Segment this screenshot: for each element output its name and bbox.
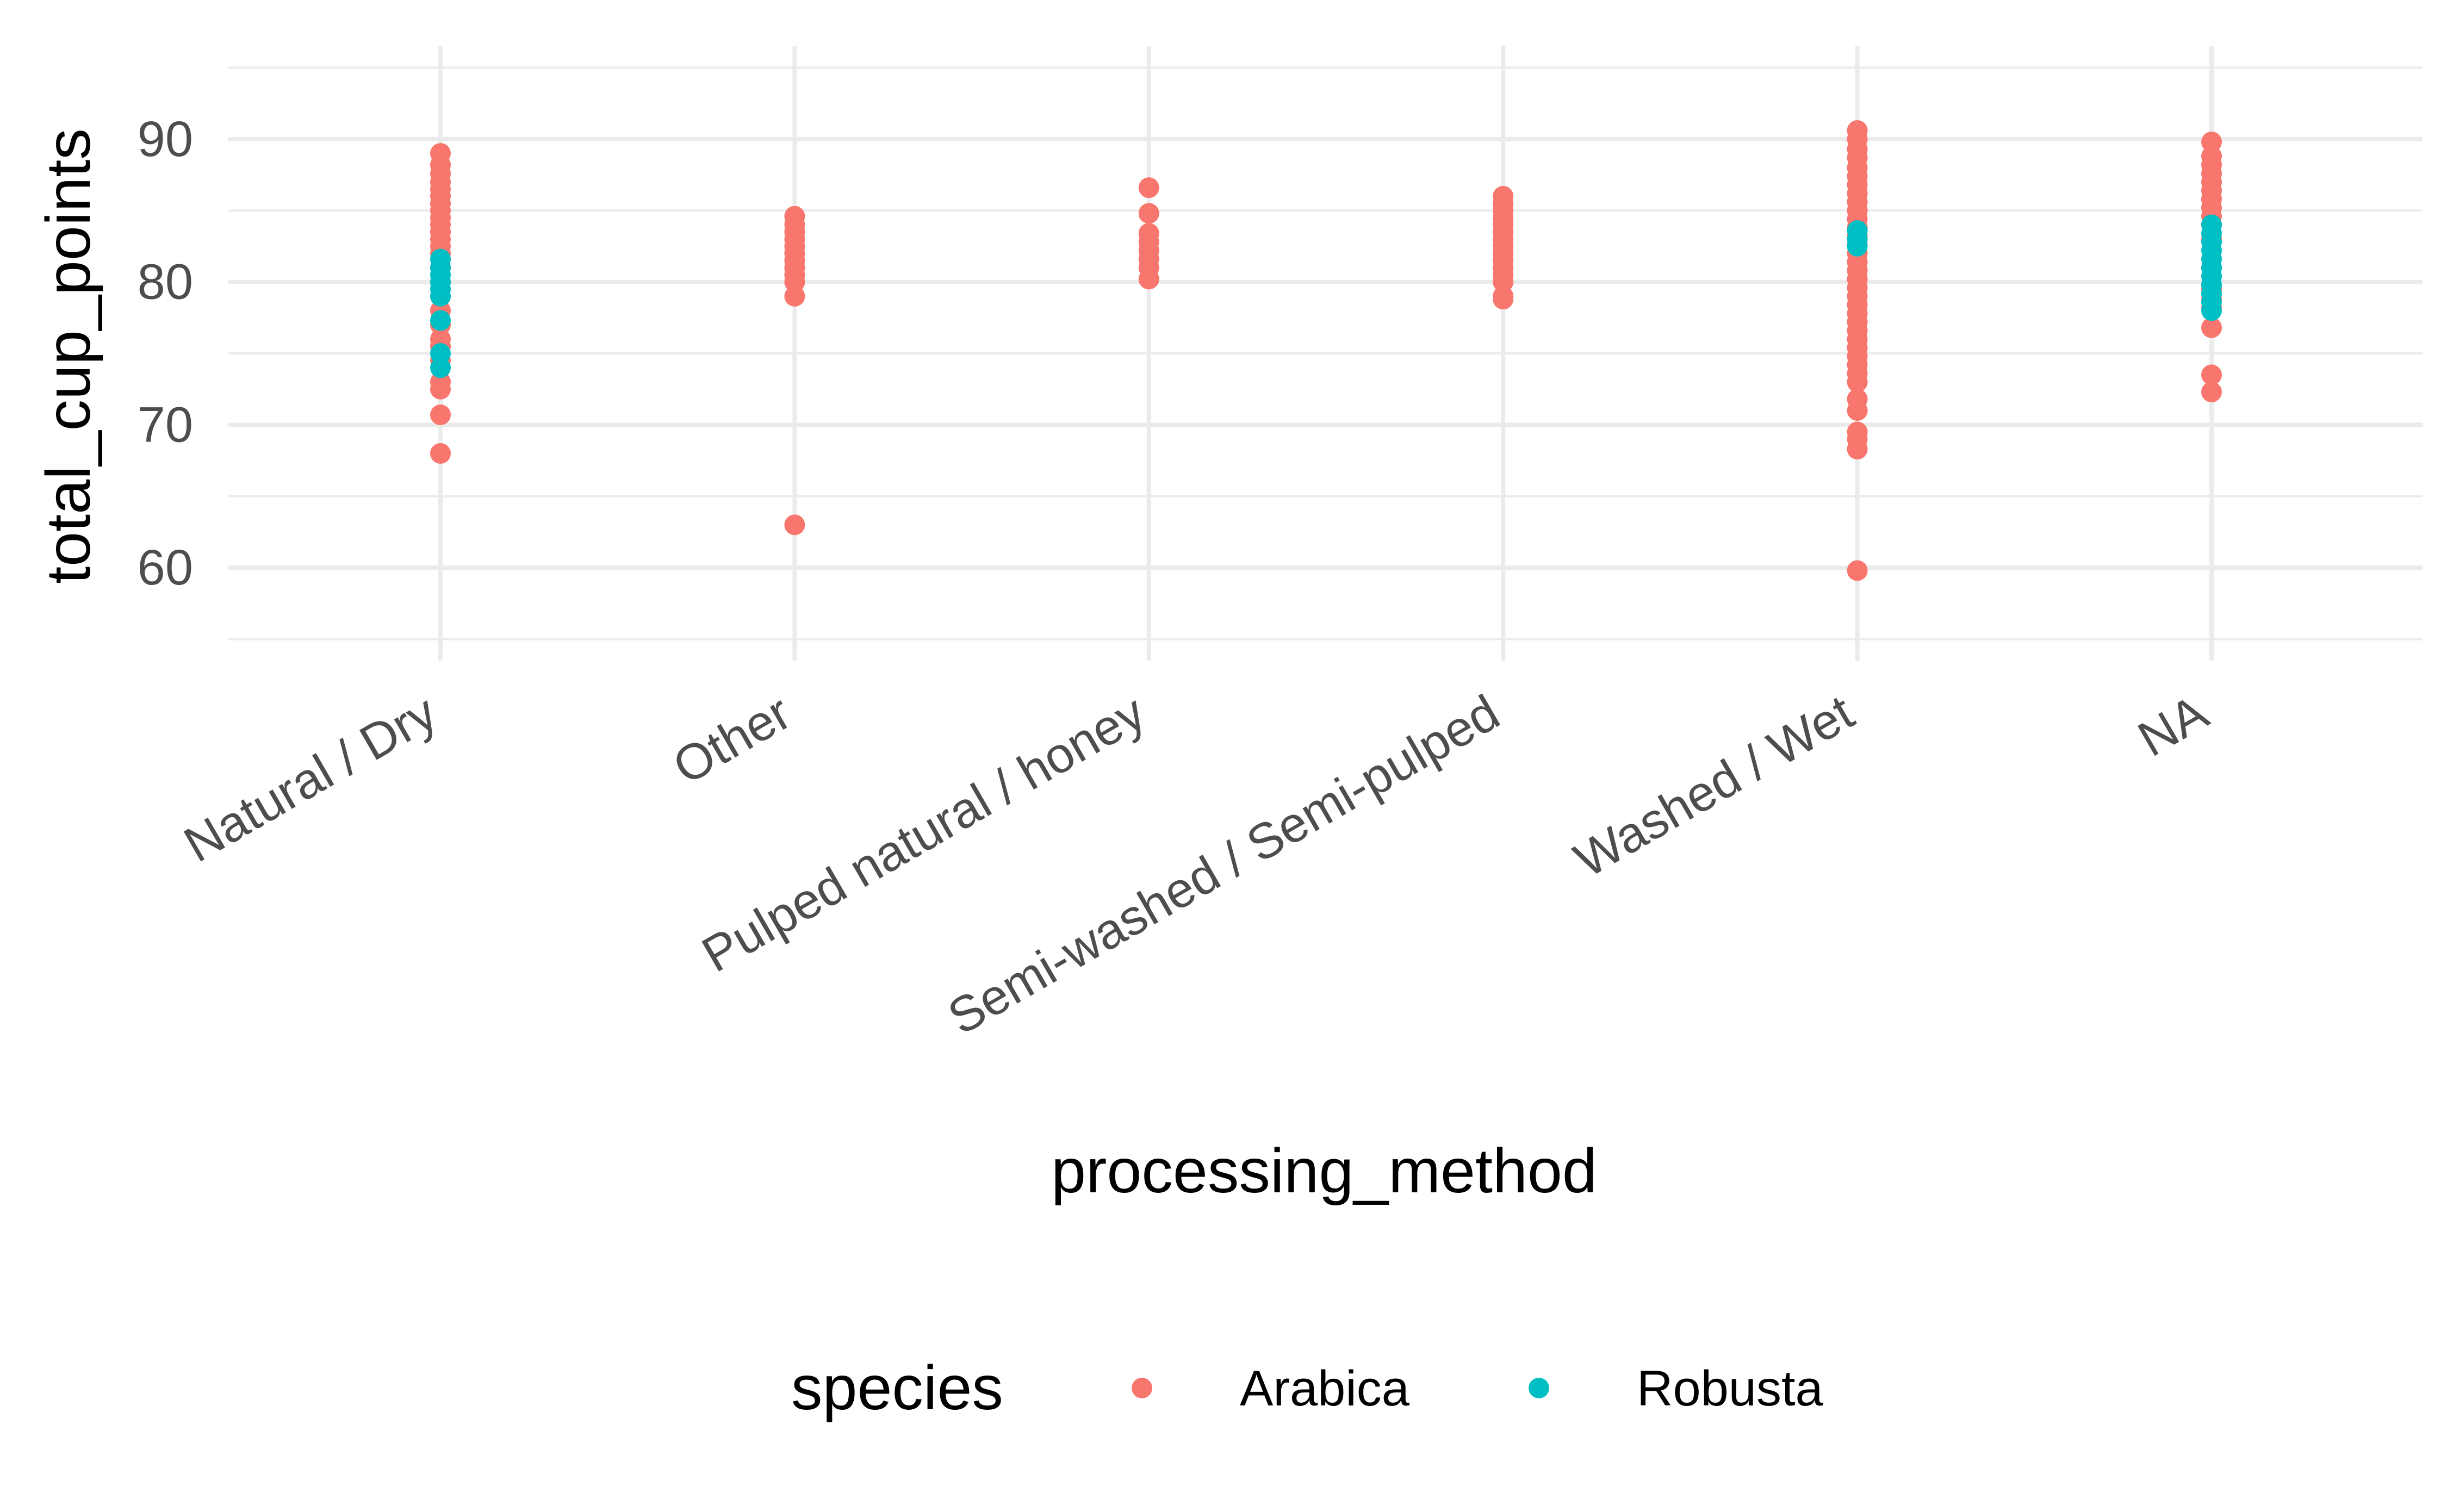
- legend-label-arabica: Arabica: [1240, 1361, 1410, 1416]
- data-point-arabica: [1493, 289, 1514, 310]
- data-point-arabica: [2201, 317, 2222, 338]
- data-point-robusta: [2201, 300, 2222, 321]
- data-point-robusta: [430, 343, 451, 364]
- y-tick-label: 90: [138, 111, 193, 167]
- legend: species Arabica Robusta: [791, 1353, 1823, 1423]
- data-point-robusta: [430, 357, 451, 378]
- y-tick-label: 60: [138, 540, 193, 595]
- data-point-arabica: [430, 405, 451, 425]
- data-point-robusta: [430, 310, 451, 331]
- legend-items: Arabica Robusta: [1132, 1361, 1823, 1416]
- data-point-arabica: [1138, 203, 1159, 224]
- legend-label-robusta: Robusta: [1637, 1361, 1823, 1416]
- data-point-arabica: [784, 514, 805, 536]
- data-point-arabica: [784, 285, 805, 307]
- data-point-arabica: [1138, 177, 1159, 198]
- y-axis-title: total_cup_points: [34, 128, 103, 584]
- legend-title: species: [791, 1353, 1003, 1423]
- legend-key-robusta: [1529, 1378, 1549, 1398]
- data-point-robusta: [430, 285, 451, 307]
- data-point-arabica: [2201, 364, 2222, 385]
- data-point-arabica: [1847, 560, 1868, 581]
- y-tick-labels: 60 70 80 90: [138, 111, 193, 595]
- data-point-arabica: [2201, 381, 2222, 402]
- data-point-arabica: [1847, 371, 1868, 393]
- data-point-arabica: [1493, 271, 1514, 293]
- x-axis-title: processing_method: [1051, 1136, 1597, 1206]
- y-tick-label: 80: [138, 254, 193, 310]
- grid-minor: [228, 66, 2423, 640]
- data-point-robusta: [1847, 235, 1868, 257]
- data-point-arabica: [1847, 400, 1868, 421]
- y-tick-label: 70: [138, 397, 193, 452]
- data-points: [430, 120, 2222, 581]
- legend-key-arabica: [1132, 1378, 1152, 1398]
- data-point-arabica: [2201, 132, 2222, 153]
- data-point-arabica: [430, 378, 451, 400]
- data-point-arabica: [1847, 439, 1868, 460]
- data-point-arabica: [1138, 269, 1159, 290]
- data-point-arabica: [430, 443, 451, 464]
- data-point-arabica: [784, 271, 805, 293]
